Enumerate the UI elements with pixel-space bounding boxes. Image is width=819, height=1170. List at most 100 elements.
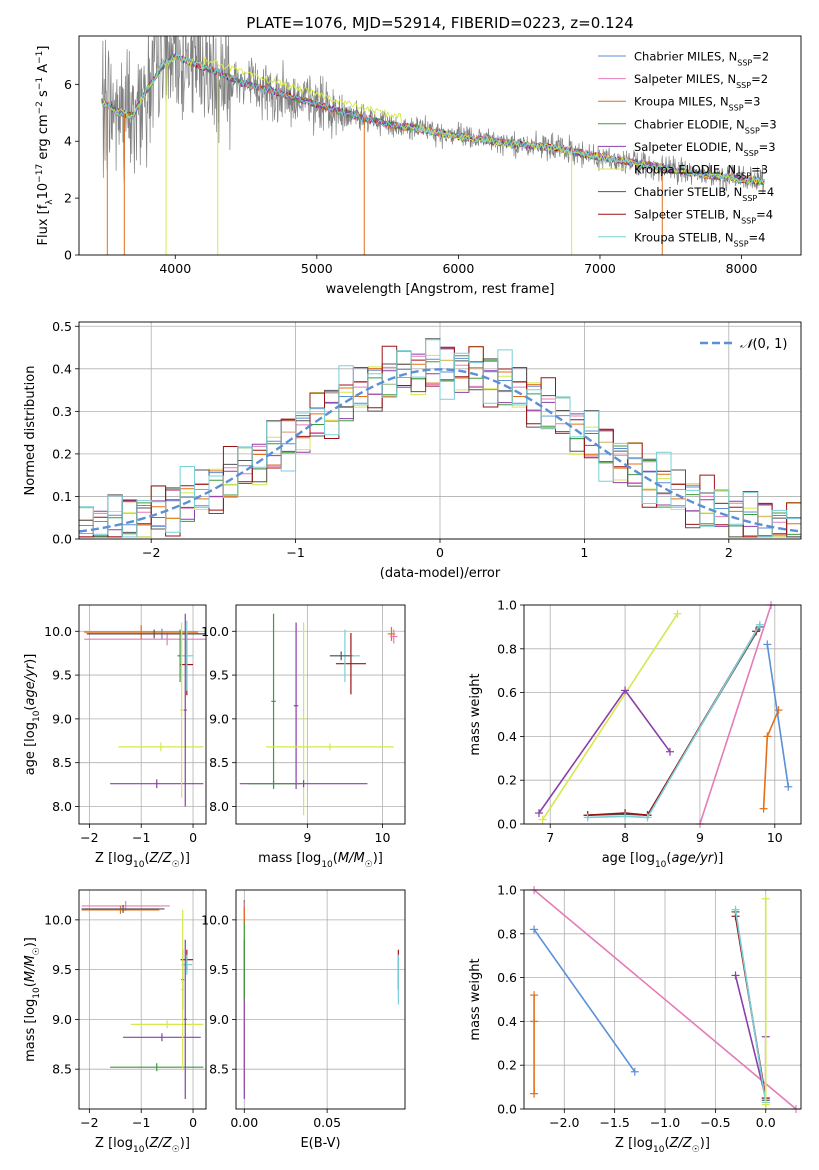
y-tick-label: 6 — [64, 77, 72, 92]
legend-text: Kroupa STELIB, N — [634, 230, 734, 244]
label-part: mass [log — [258, 851, 321, 866]
y-tick-label: 0.6 — [497, 685, 517, 700]
x-tick-label: 6000 — [442, 261, 474, 276]
axes-frame — [78, 889, 207, 1110]
x-tick-label: 0 — [189, 1115, 197, 1130]
x-tick-label: −1 — [132, 1115, 150, 1130]
y-tick-label: 10.0 — [201, 624, 229, 639]
legend-entry: 𝒩(0, 1) — [740, 337, 787, 352]
x-tick-label: 8000 — [726, 261, 758, 276]
y-tick-label: 0.2 — [52, 446, 72, 461]
x-tick-label: −1.0 — [650, 1115, 680, 1130]
label-part: Flux [f — [36, 204, 51, 245]
x-tick-label: −1 — [132, 830, 150, 845]
legend-tail: =3 — [744, 95, 761, 109]
mass_vs_ebv-panel: 0.00 0.05 8.5 9.0 9.5 10.0 E(B-V) — [201, 889, 406, 1151]
label-part: E(B-V) — [300, 1136, 340, 1151]
y-tick-label: 8.0 — [52, 799, 72, 814]
axes-frame — [78, 35, 802, 256]
legend-tail: =2 — [752, 50, 769, 64]
legend-tail: =3 — [759, 140, 776, 154]
legend-tail: =4 — [757, 185, 774, 199]
legend-sub: SSP — [742, 194, 757, 203]
model-spectrum-kroupa_elodie — [101, 53, 765, 186]
y-tick-label: 0.8 — [497, 926, 517, 941]
label-part: mass weight — [468, 958, 483, 1040]
x-tick-label: −1.5 — [599, 1115, 629, 1130]
legend-sub: SSP — [745, 126, 760, 135]
legend-sub: SSP — [734, 239, 749, 248]
spectrum-panel: 4000 5000 6000 7000 8000 0 2 4 6 wavelength [Angs… — [35, 35, 802, 297]
y-axis-label: mass weight — [468, 958, 483, 1040]
label-part: −1 — [35, 77, 45, 90]
label-part: ☉ — [365, 860, 373, 870]
legend-sub: SSP — [736, 81, 751, 90]
y-tick-label: 0.0 — [52, 532, 72, 547]
label-part: 10 — [133, 1145, 145, 1155]
normal-reference-curve — [78, 368, 802, 533]
label-part: )] — [23, 937, 38, 947]
x-axis-label: Z [log10(Z/Z☉)] — [95, 1136, 190, 1155]
y-tick-label: 10.0 — [44, 624, 72, 639]
axes-frame — [235, 889, 406, 1110]
label-part: erg cm — [36, 114, 51, 163]
label-part: Z/Z — [149, 1136, 173, 1151]
label-part: ( — [144, 1136, 149, 1151]
label-part: ☉ — [172, 860, 180, 870]
y-tick-label: 9.0 — [209, 1012, 229, 1027]
y-tick-label: 0.2 — [497, 1058, 517, 1073]
label-part: 10 — [321, 860, 333, 870]
weight-line — [587, 630, 757, 817]
y-tick-label: 0.4 — [497, 1014, 517, 1029]
y-tick-label: 0.1 — [52, 489, 72, 504]
y-tick-label: 9.0 — [209, 711, 229, 726]
label-part: ( — [666, 851, 671, 866]
legend-text: (0, 1) — [752, 337, 787, 352]
label-part: mass weight — [468, 673, 483, 755]
x-axis-label: Z [log10(Z/Z☉)] — [615, 1136, 710, 1155]
label-part: −2 — [35, 101, 45, 114]
label-part: ( — [23, 706, 38, 711]
legend-sub: SSP — [736, 171, 751, 180]
model-spectrum-kroupa_stelib — [101, 51, 765, 185]
weight-line — [542, 613, 679, 821]
weight-line — [734, 909, 767, 1103]
legend-tail: =4 — [749, 230, 766, 244]
axes-frame — [523, 889, 802, 1110]
label-part: 10 — [653, 1145, 665, 1155]
x-tick-label: 0.00 — [230, 1115, 258, 1130]
y-tick-label: 0.0 — [497, 1102, 517, 1117]
x-axis-label: E(B-V) — [300, 1136, 340, 1151]
legend-sub: SSP — [737, 58, 752, 67]
y-tick-label: 0.3 — [52, 404, 72, 419]
x-axis-label: Z [log10(Z/Z☉)] — [95, 851, 190, 870]
y-tick-label: 0.6 — [497, 970, 517, 985]
legend-text: Chabrier MILES, N — [634, 50, 737, 64]
label-part: age [log — [23, 722, 38, 775]
x-tick-label: −1 — [286, 545, 304, 560]
legend-tail: =4 — [756, 208, 773, 222]
weight-line — [533, 890, 797, 1109]
y-tick-label: 1.0 — [497, 883, 517, 898]
label-part: ( — [333, 851, 338, 866]
y-tick-label: 10.0 — [44, 912, 72, 927]
axes-frame — [78, 321, 802, 540]
y-tick-label: 0.8 — [497, 641, 517, 656]
y-tick-label: 0.5 — [52, 319, 72, 334]
label-part: )] — [700, 1136, 710, 1151]
x-tick-label: 7000 — [584, 261, 616, 276]
legend-tail: =3 — [760, 117, 777, 131]
label-part: ] — [36, 46, 51, 51]
label-part: age [log — [602, 851, 655, 866]
label-part: Normed distribution — [23, 366, 38, 496]
y-tick-label: 0.2 — [497, 773, 517, 788]
y-tick-label: 2 — [64, 191, 72, 206]
y-axis-label: mass weight — [468, 673, 483, 755]
y-tick-label: 9.5 — [209, 962, 229, 977]
y-axis-label: age [log10(age/yr)] — [23, 654, 42, 776]
y-tick-label: 9.0 — [52, 1012, 72, 1027]
x-tick-label: −2.0 — [549, 1115, 579, 1130]
label-part: Z/Z — [669, 1136, 693, 1151]
